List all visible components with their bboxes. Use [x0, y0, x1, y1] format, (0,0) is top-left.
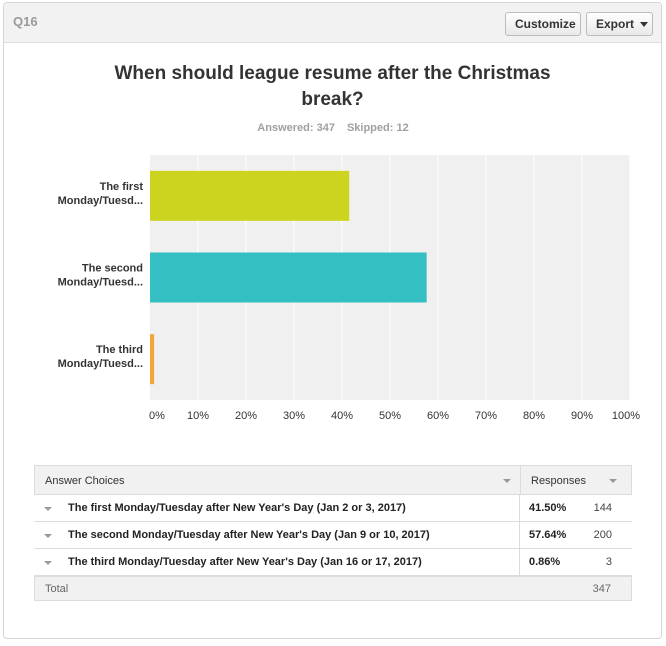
export-button[interactable]: Export	[586, 12, 653, 36]
bar-chart: 0% 10% 20% 30% 40% 50% 60% 70% 80% 90% 100% The fir…	[58, 155, 640, 422]
response-stats: Answered: 347 Skipped: 12	[0, 122, 666, 134]
x-tick-label: 10%	[187, 410, 209, 422]
bar	[150, 170, 350, 221]
table-row: The first Monday/Tuesday after New Year'…	[34, 495, 632, 522]
response-count: 144	[593, 502, 612, 514]
sort-responses-icon[interactable]	[609, 479, 617, 483]
table-header: Answer Choices Responses	[34, 465, 632, 495]
response-count: 3	[605, 556, 612, 568]
card-header: Q16 Customize Export	[4, 3, 661, 43]
expand-row-icon[interactable]	[44, 534, 52, 538]
customize-button[interactable]: Customize	[505, 12, 581, 36]
total-row: Total 347	[34, 576, 632, 601]
column-divider	[519, 522, 520, 548]
answer-choice-label: The third Monday/Tuesday after New Year'…	[68, 556, 422, 568]
expand-row-icon[interactable]	[44, 561, 52, 565]
chart-title: When should league resume after the Chri…	[114, 63, 551, 110]
x-tick-label: 100%	[612, 410, 640, 422]
total-value: 347	[592, 583, 611, 595]
header-answer-choices: Answer Choices	[45, 475, 125, 487]
question-id: Q16	[13, 14, 38, 29]
expand-row-icon[interactable]	[44, 507, 52, 511]
y-tick-label: Monday/Tuesd...	[58, 195, 143, 207]
export-label: Export	[596, 17, 635, 31]
bar	[150, 334, 155, 385]
x-tick-label: 80%	[523, 410, 545, 422]
y-tick-label: The third	[96, 344, 143, 356]
skipped-count: Skipped: 12	[346, 122, 409, 134]
header-responses: Responses	[531, 475, 587, 487]
response-count: 200	[593, 529, 612, 541]
y-tick-label: Monday/Tuesd...	[58, 358, 143, 370]
column-divider	[519, 549, 520, 575]
x-tick-label: 40%	[331, 410, 353, 422]
x-tick-label: 60%	[427, 410, 449, 422]
response-percent: 41.50%	[529, 502, 567, 514]
response-percent: 57.64%	[529, 529, 567, 541]
x-tick-label: 90%	[571, 410, 593, 422]
answer-choice-label: The first Monday/Tuesday after New Year'…	[68, 502, 406, 514]
chevron-down-icon	[640, 22, 649, 28]
y-tick-label: The first	[100, 181, 144, 193]
bar	[150, 252, 427, 303]
sort-choices-icon[interactable]	[503, 479, 511, 483]
column-divider	[519, 495, 520, 521]
x-tick-label: 50%	[379, 410, 401, 422]
x-tick-label: 30%	[283, 410, 305, 422]
total-label: Total	[45, 583, 69, 595]
x-tick-label: 70%	[475, 410, 497, 422]
header-divider	[520, 466, 521, 494]
x-tick-label: 0%	[149, 410, 165, 422]
y-tick-label: Monday/Tuesd...	[58, 277, 143, 289]
response-percent: 0.86%	[529, 556, 561, 568]
answer-choice-label: The second Monday/Tuesday after New Year…	[68, 529, 430, 541]
table-row: The third Monday/Tuesday after New Year'…	[34, 549, 632, 576]
x-tick-label: 20%	[235, 410, 257, 422]
answered-count: Answered: 347	[257, 122, 335, 134]
table-row: The second Monday/Tuesday after New Year…	[34, 522, 632, 549]
y-tick-label: The second	[82, 263, 143, 275]
